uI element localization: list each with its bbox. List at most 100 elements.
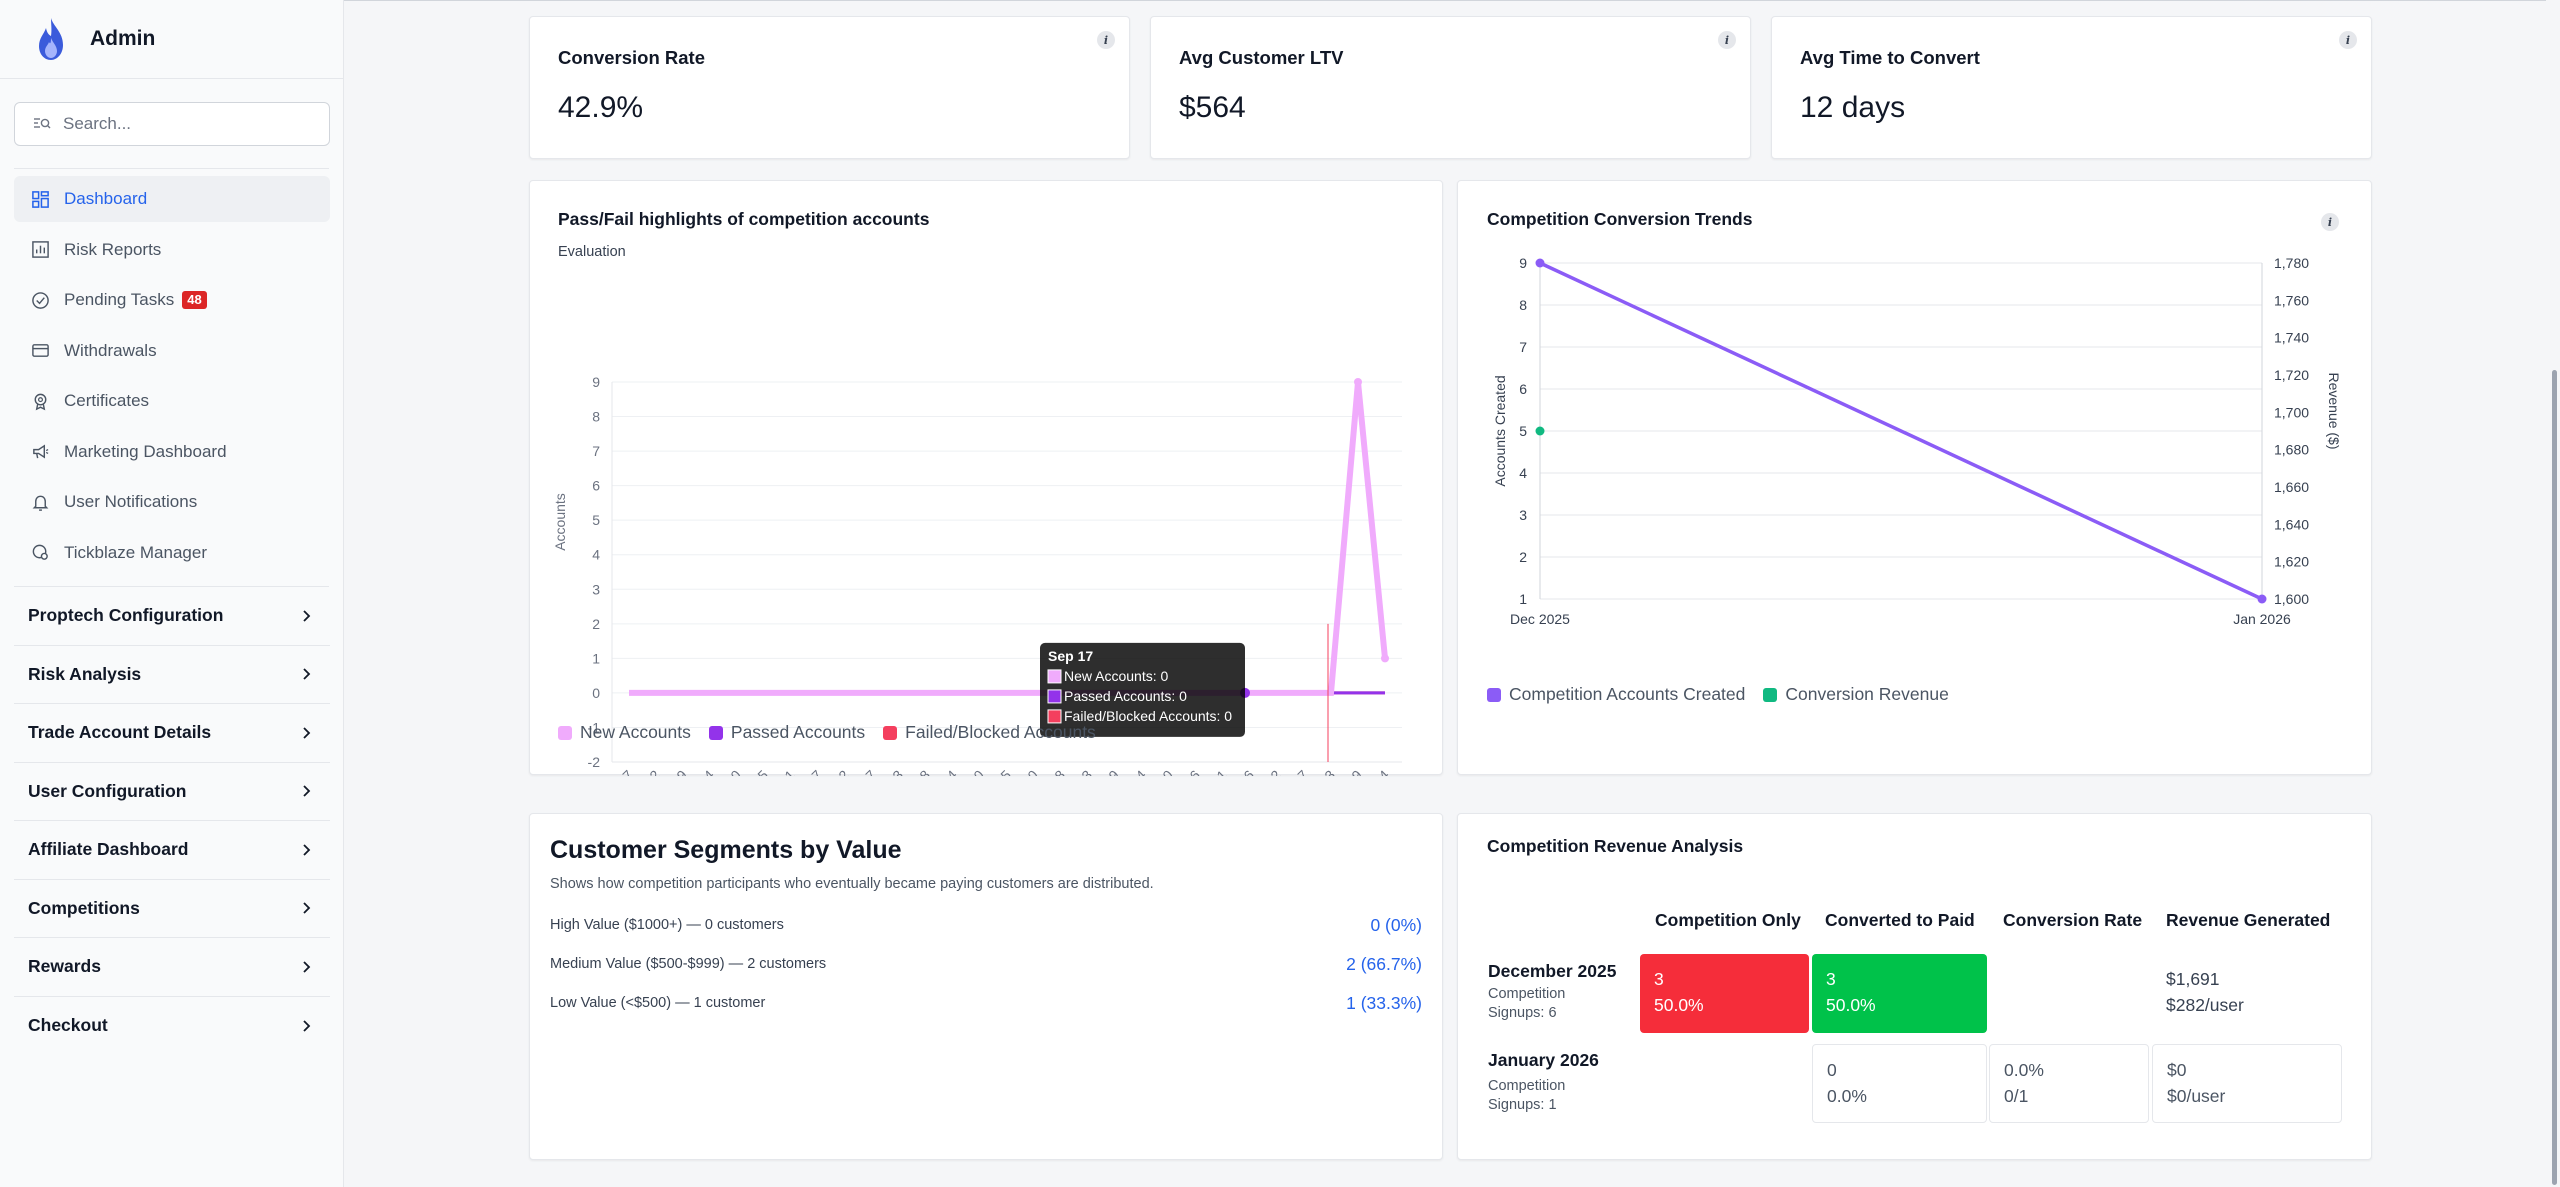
chevron-right-icon [303, 844, 311, 856]
legend-label: Passed Accounts [730, 722, 866, 742]
y2-tick-label: 1,760 [2274, 292, 2309, 308]
y-tick-label: -2 [588, 754, 601, 770]
kpi-card-avg-customer-ltv: i Avg Customer LTV $564 [1150, 16, 1751, 159]
section-user-configuration[interactable]: User Configuration [14, 763, 330, 821]
segment-label: Low Value (<$500) — 1 customer [550, 995, 766, 1011]
section-proptech-configuration[interactable]: Proptech Configuration [14, 587, 330, 646]
chart-tooltip: Sep 17 New Accounts: 0 Passed Accounts: 0 F… [1040, 642, 1245, 737]
sidebar-sections: Proptech Configuration Risk Analysis Tra… [14, 587, 330, 1055]
scrollbar-thumb[interactable] [2552, 370, 2557, 1185]
y1-tick-label: 6 [1519, 381, 1527, 397]
section-trade-account-details[interactable]: Trade Account Details [14, 704, 330, 763]
header-border [344, 0, 2560, 1]
kpi-title: Conversion Rate [558, 47, 706, 68]
scrollbar[interactable] [2546, 0, 2560, 1187]
chevron-right-icon [303, 1020, 311, 1032]
award-icon [30, 391, 50, 411]
brand-name: Admin [90, 27, 156, 50]
legend-label: New Accounts [580, 722, 691, 742]
y1-tick-label: 1 [1519, 591, 1527, 607]
cell-count: 3 [1654, 969, 1664, 989]
legend-item-new-accounts[interactable]: New Accounts [558, 722, 691, 743]
sidebar-item-certificates[interactable]: Certificates [14, 378, 330, 424]
section-risk-analysis[interactable]: Risk Analysis [14, 646, 330, 704]
y2-tick-label: 1,600 [2274, 591, 2309, 607]
conversion-rate-cell: 0.0% 0/1 [1989, 1044, 2149, 1123]
legend-swatch [708, 725, 723, 740]
info-icon[interactable]: i [2339, 31, 2357, 49]
y1-tick-label: 8 [1519, 297, 1527, 313]
y-tick-label: 2 [592, 616, 600, 632]
conversion-revenue-point [1535, 426, 1545, 436]
y1-axis-label: Accounts Created [1492, 375, 1508, 486]
section-label: Affiliate Dashboard [28, 839, 189, 860]
conversion-trends-chart[interactable]: 1 2 3 4 5 6 7 8 9 1,600 1,620 1,640 1,660 1,680 1,700 1… [1458, 241, 2373, 711]
tooltip-swatch [1047, 709, 1062, 724]
kpi-card-avg-time-to-convert: i Avg Time to Convert 12 days [1771, 16, 2372, 159]
info-icon[interactable]: i [2321, 213, 2339, 231]
sidebar-nav: Dashboard Risk Reports Pending Tasks 48 … [14, 176, 330, 580]
section-label: Competitions [28, 897, 140, 918]
new-accounts-line [629, 381, 1388, 696]
info-icon[interactable]: i [1718, 31, 1736, 49]
section-rewards[interactable]: Rewards [14, 938, 330, 997]
sidebar-item-withdrawals[interactable]: Withdrawals [14, 328, 330, 374]
pending-count-badge: 48 [182, 291, 207, 309]
revenue-per-user: $0/user [2167, 1086, 2226, 1106]
customer-segments-card: Customer Segments by Value Shows how com… [529, 813, 1443, 1160]
search-input[interactable] [61, 113, 315, 135]
x-tick-label: Jun 4 [1114, 767, 1150, 776]
segment-row: Low Value (<$500) — 1 customer 1 (33.3%) [550, 992, 1422, 1014]
y2-tick-label: 1,780 [2274, 255, 2309, 271]
y1-tick-label: 7 [1519, 339, 1527, 355]
pass-fail-chart[interactable]: -2-10123456789Jan 27Feb 22Mar 19Apr 14Ma… [530, 276, 1444, 776]
revenue-cell: $1,691 $282/user [2152, 954, 2342, 1033]
y-axis-label: Accounts [552, 493, 568, 551]
revenue-title: Competition Revenue Analysis [1487, 836, 1744, 856]
tooltip-row: Passed Accounts: 0 [1064, 688, 1187, 704]
data-point [1381, 654, 1389, 663]
section-checkout[interactable]: Checkout [14, 997, 330, 1056]
row-sub-label: Competition [1488, 986, 1566, 1002]
row-signups: Signups: 6 [1488, 1005, 1557, 1021]
tooltip-title: Sep 17 [1048, 648, 1093, 664]
legend-item-accounts-created[interactable]: Competition Accounts Created [1487, 684, 1745, 705]
y-tick-label: 4 [592, 547, 600, 563]
revenue-total: $0 [2167, 1060, 2187, 1080]
sidebar-item-marketing-dashboard[interactable]: Marketing Dashboard [14, 429, 330, 475]
sidebar-item-label: Dashboard [64, 189, 148, 208]
info-icon[interactable]: i [1097, 31, 1115, 49]
sidebar-item-pending-tasks[interactable]: Pending Tasks 48 [14, 277, 330, 323]
legend-item-conversion-revenue[interactable]: Conversion Revenue [1763, 684, 1949, 705]
y2-tick-label: 1,640 [2274, 516, 2309, 532]
search-box[interactable] [14, 102, 330, 146]
legend-label: Competition Accounts Created [1509, 684, 1746, 704]
revenue-total: $1,691 [2166, 969, 2220, 989]
sidebar-item-dashboard[interactable]: Dashboard [14, 176, 330, 222]
search-icon [34, 118, 51, 129]
section-affiliate-dashboard[interactable]: Affiliate Dashboard [14, 821, 330, 880]
sidebar-item-label: Certificates [64, 391, 150, 410]
x-tick-label: Jan 2026 [2233, 611, 2291, 627]
sidebar-item-label: Marketing Dashboard [64, 441, 227, 461]
tooltip-swatch [1047, 689, 1062, 704]
segment-row: High Value ($1000+) — 0 customers 0 (0%) [550, 914, 1422, 936]
legend-item-failed-accounts[interactable]: Failed/Blocked Accounts [883, 722, 1096, 743]
y-tick-label: -1 [588, 719, 601, 735]
sidebar-item-tickblaze-manager[interactable]: Tickblaze Manager [14, 530, 330, 576]
y1-tick-label: 3 [1519, 507, 1527, 523]
cell-percent: 50.0% [1654, 995, 1704, 1015]
chart-legend: New Accounts Passed Accounts Failed/Bloc… [558, 722, 1114, 743]
sidebar-item-risk-reports[interactable]: Risk Reports [14, 227, 330, 273]
section-competitions[interactable]: Competitions [14, 880, 330, 938]
sidebar-item-user-notifications[interactable]: User Notifications [14, 479, 330, 525]
brand[interactable]: Admin [34, 16, 155, 62]
section-label: Checkout [28, 1015, 108, 1036]
y-tick-label: 5 [592, 512, 600, 528]
section-label: Risk Analysis [28, 663, 142, 684]
check-circle-icon [30, 290, 50, 310]
cell-percent: 0.0% [1827, 1086, 1867, 1106]
cell-count: 0 [1827, 1060, 1837, 1080]
column-header: Conversion Rate [2003, 910, 2143, 930]
legend-item-passed-accounts[interactable]: Passed Accounts [708, 722, 866, 743]
